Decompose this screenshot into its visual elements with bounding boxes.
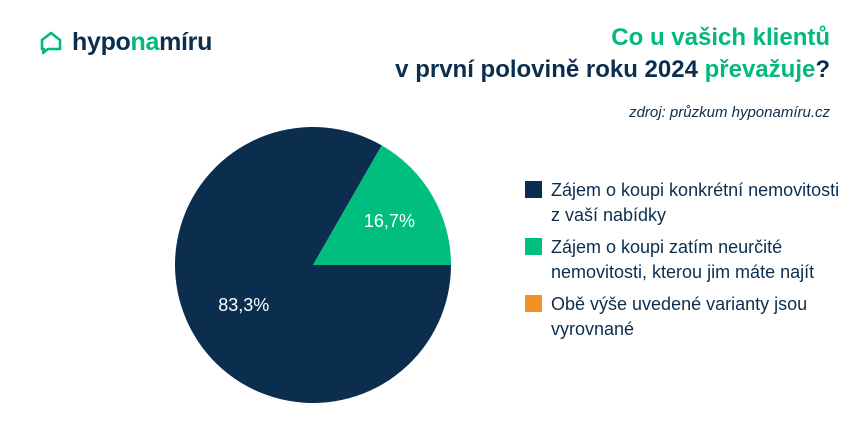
- legend-label: Obě výše uvedené varianty jsou vyrovnané: [551, 294, 808, 339]
- title-end: ?: [815, 56, 830, 83]
- pie-slice-2: [313, 145, 451, 265]
- title-line-2-text: v první polovině roku 2024: [395, 56, 698, 83]
- title-line-2: v první polovině roku 2024 převažuje?: [395, 54, 830, 86]
- title-line-1: Co u vašich klientů: [611, 24, 830, 51]
- brand-name-suffix: míru: [159, 28, 213, 56]
- chart-title: Co u vašich klientů v první polovině rok…: [395, 22, 830, 86]
- house-chat-icon: [40, 31, 62, 55]
- slice-label-2: 16,7%: [364, 211, 415, 231]
- legend-label: Zájem o koupi konkrétní nemovitosti z va…: [551, 180, 840, 225]
- legend-swatch: [525, 295, 542, 312]
- legend-label: Zájem o koupi zatím neurčité nemovitosti…: [551, 237, 815, 282]
- legend-swatch: [525, 181, 542, 198]
- legend-item-1: Zájem o koupi konkrétní nemovitosti z va…: [525, 178, 845, 228]
- pie-slice-1: [175, 126, 451, 403]
- source-note: zdroj: průzkum hyponamíru.cz: [629, 104, 830, 121]
- legend-item-3: Obě výše uvedené varianty jsou vyrovnané: [525, 292, 845, 342]
- brand-name-highlight: na: [130, 28, 160, 56]
- legend-item-2: Zájem o koupi zatím neurčité nemovitosti…: [525, 235, 845, 285]
- slice-label-1: 83,3%: [218, 295, 269, 315]
- brand-logo: hyponamíru: [38, 28, 212, 56]
- title-highlight: převažuje: [704, 56, 816, 83]
- brand-name: hyponamíru: [72, 28, 212, 56]
- brand-name-prefix: hypo: [72, 28, 131, 56]
- legend-swatch: [525, 238, 542, 255]
- chart-legend: Zájem o koupi konkrétní nemovitosti z va…: [525, 178, 845, 349]
